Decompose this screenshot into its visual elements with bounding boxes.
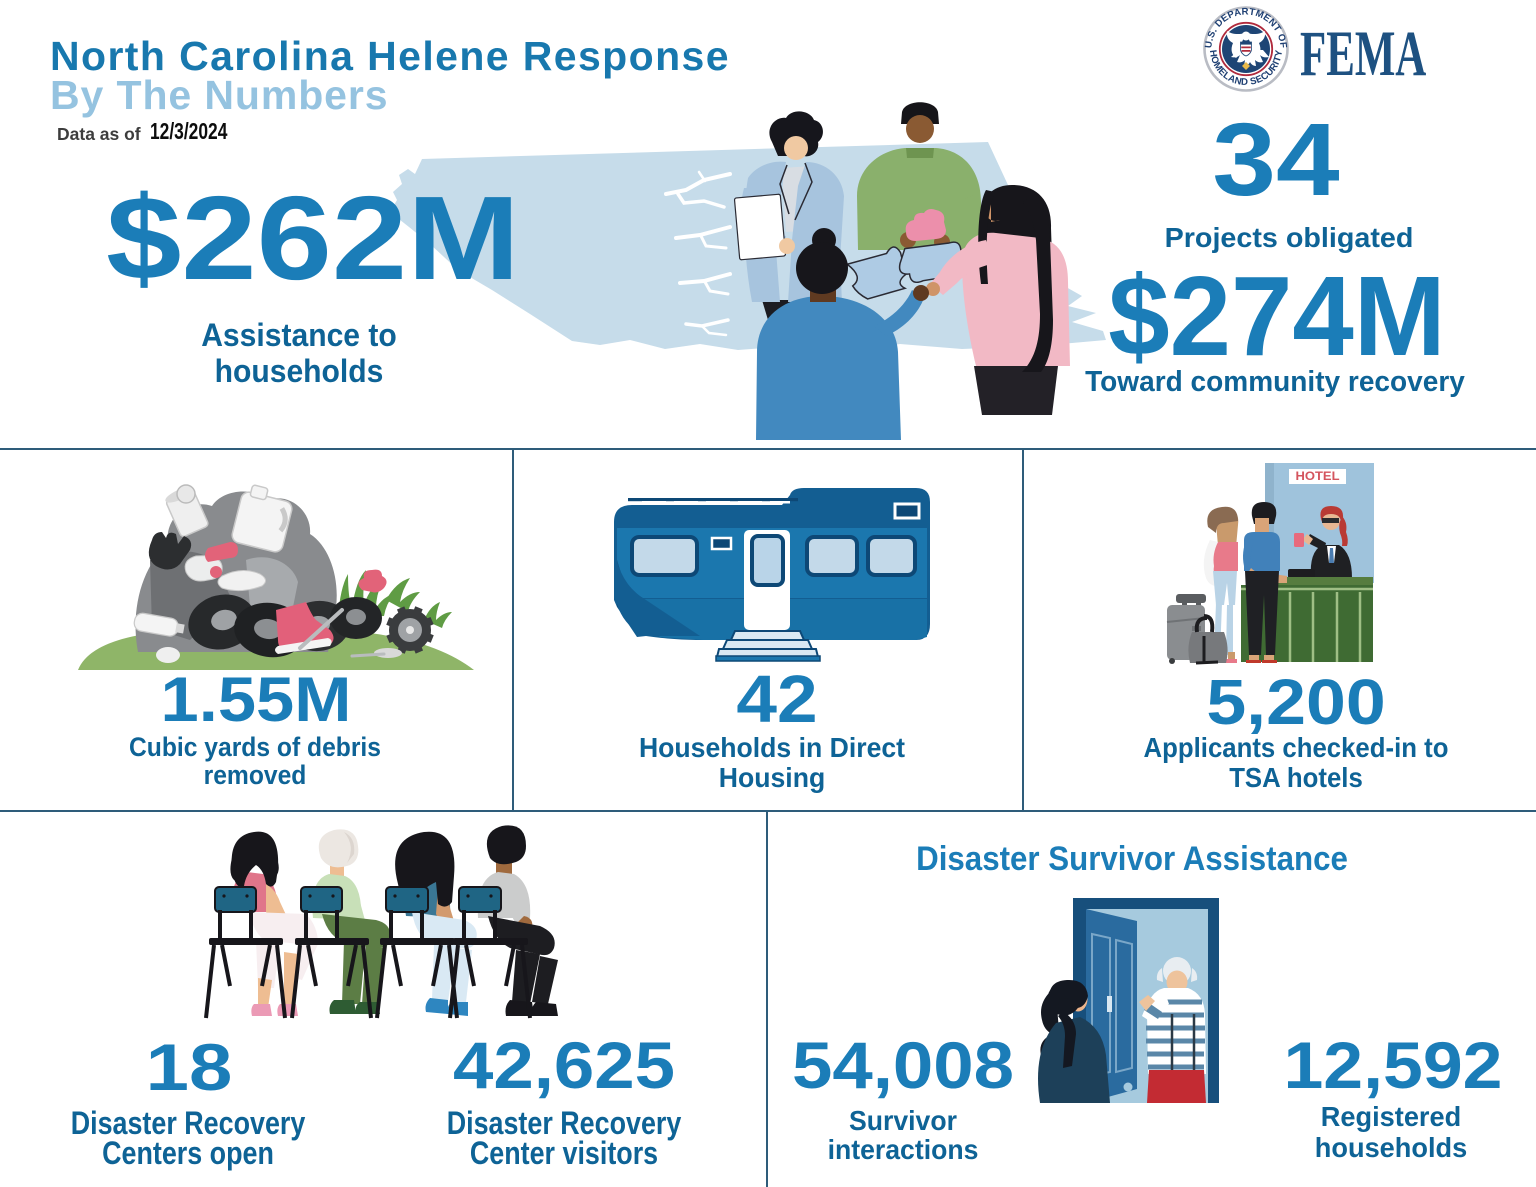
svg-text:HOTEL: HOTEL	[1295, 470, 1339, 483]
